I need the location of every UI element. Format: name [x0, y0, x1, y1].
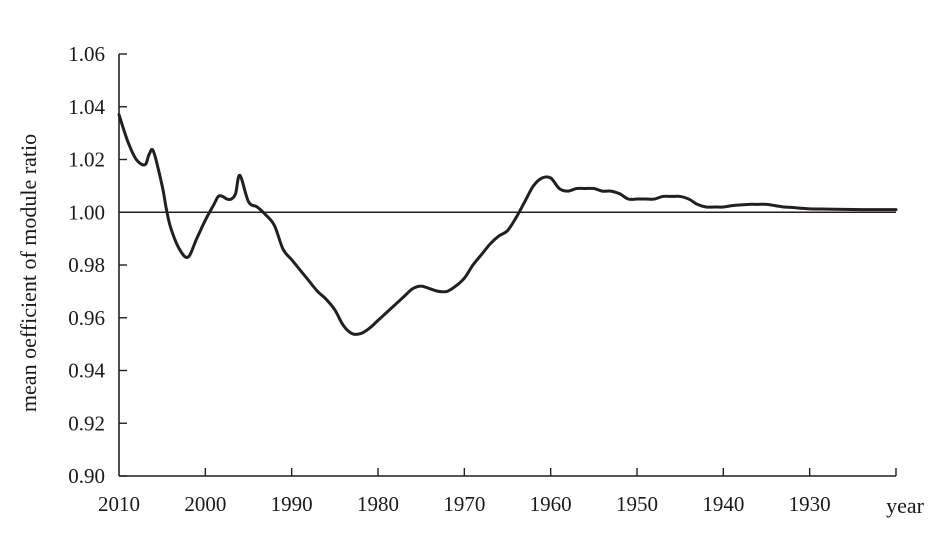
y-axis-title: mean oefficient of module ratio	[16, 134, 41, 412]
y-tick-label: 0.96	[68, 306, 105, 330]
y-tick-label: 1.04	[68, 95, 105, 119]
x-tick-label: 1940	[702, 492, 744, 516]
x-axis-title: year	[886, 493, 925, 518]
x-tick-label: 2010	[98, 492, 140, 516]
series-line	[117, 113, 898, 336]
x-tick-label: 2000	[184, 492, 226, 516]
y-tick-label: 1.06	[68, 42, 105, 66]
y-tick-label: 0.90	[68, 464, 105, 488]
y-tick-label: 1.00	[68, 200, 105, 224]
y-tick-label: 0.94	[68, 359, 105, 383]
x-tick-label: 1970	[443, 492, 485, 516]
y-tick-label: 0.92	[68, 411, 105, 435]
x-axis-tick-labels: 2010 2000 1990 1980 1970 1960 1950 1940 1930	[98, 492, 831, 516]
x-axis-ticks	[204, 468, 897, 476]
y-tick-label: 1.02	[68, 148, 105, 172]
x-tick-label: 1990	[271, 492, 313, 516]
x-tick-label: 1960	[530, 492, 572, 516]
x-tick-label: 1980	[357, 492, 399, 516]
x-tick-label: 1930	[789, 492, 831, 516]
x-tick-label: 1950	[616, 492, 658, 516]
y-axis-tick-labels: 0.90 0.92 0.94 0.96 0.98 1.00 1.02 1.04 1.06	[68, 42, 105, 488]
y-tick-label: 0.98	[68, 253, 105, 277]
